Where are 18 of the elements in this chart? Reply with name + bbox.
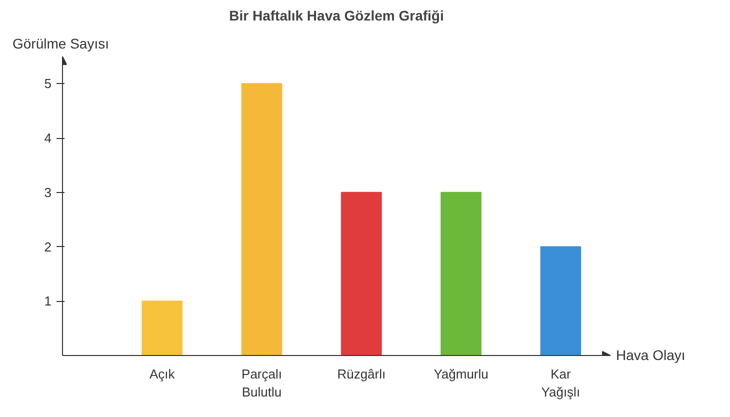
- chart-title: Bir Haftalık Hava Gözlem Grafiği: [229, 8, 444, 24]
- bar: [241, 83, 282, 356]
- x-tick-label: Parçalı Bulutlu: [242, 366, 282, 400]
- y-tick-label: 2: [44, 239, 52, 254]
- x-tick-label: Kar Yağışlı: [541, 366, 580, 400]
- x-tick-label: Açık: [149, 366, 176, 382]
- x-axis-title: Hava Olayı: [616, 346, 686, 365]
- bar: [540, 246, 582, 356]
- y-axis-title: Görülme Sayısı: [12, 36, 109, 52]
- y-tick-label: 5: [44, 76, 52, 92]
- x-tick-label: Yağmurlu: [434, 366, 488, 382]
- y-tick-label: 4: [44, 130, 52, 146]
- bar: [142, 300, 183, 356]
- y-tick-label: 1: [44, 294, 52, 309]
- bar: [440, 192, 482, 356]
- y-tick-label: 3: [44, 184, 52, 200]
- x-tick-label: Rüzgârlı: [337, 366, 386, 382]
- bar: [340, 192, 382, 356]
